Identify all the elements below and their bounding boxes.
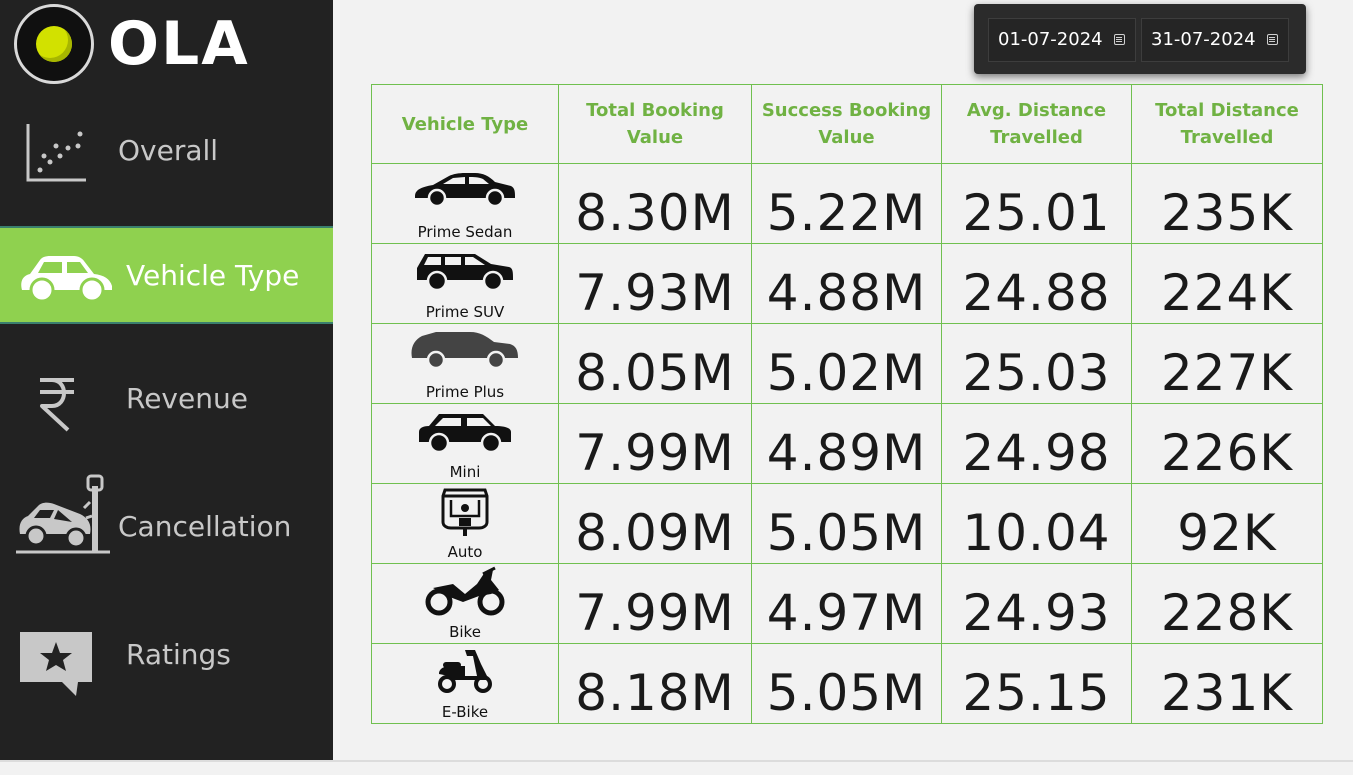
total-booking-value: 8.05M (558, 323, 752, 404)
end-date-value: 31-07-2024 (1151, 29, 1256, 50)
sidebar-item-vehicle-type[interactable]: Vehicle Type (0, 226, 333, 324)
sidebar: OLA Overall (0, 0, 333, 760)
table-row: Prime Plus 8.05M 5.02M 25.03 227K (371, 323, 1323, 404)
vehicle-name: Bike (449, 623, 481, 641)
total-distance-value: 228K (1131, 563, 1323, 644)
sidebar-item-cancellation[interactable]: Cancellation (0, 466, 333, 576)
date-range-slicer: 01-07-2024 31-07-2024 (974, 4, 1306, 74)
header-total-distance[interactable]: Total Distance Travelled (1131, 84, 1323, 164)
table-row: Auto 8.09M 5.05M 10.04 92K (371, 483, 1323, 564)
calendar-icon[interactable] (1114, 34, 1125, 45)
total-distance-value: 227K (1131, 323, 1323, 404)
sidebar-item-label: Revenue (126, 382, 248, 415)
total-distance-value: 224K (1131, 243, 1323, 324)
avg-distance-value: 10.04 (941, 483, 1132, 564)
ola-logo: OLA (14, 4, 264, 84)
rupee-icon (34, 376, 80, 436)
auto-rickshaw-icon (441, 488, 489, 536)
vehicle-name: Mini (449, 463, 481, 481)
avg-distance-value: 24.88 (941, 243, 1132, 324)
total-booking-value: 7.93M (558, 243, 752, 324)
avg-distance-value: 25.03 (941, 323, 1132, 404)
table-row: Prime SUV 7.93M 4.88M 24.88 224K (371, 243, 1323, 324)
success-booking-value: 4.88M (751, 243, 942, 324)
vehicle-name: E-Bike (441, 703, 489, 721)
header-success-booking-value[interactable]: Success Booking Value (751, 84, 942, 164)
header-avg-distance[interactable]: Avg. Distance Travelled (941, 84, 1132, 164)
total-distance-value: 92K (1131, 483, 1323, 564)
avg-distance-value: 25.15 (941, 643, 1132, 724)
scatter-chart-icon (24, 122, 88, 188)
sidebar-item-label: Cancellation (118, 510, 292, 543)
total-booking-value: 7.99M (558, 403, 752, 484)
suv-icon (417, 254, 513, 292)
total-booking-value: 8.09M (558, 483, 752, 564)
bottom-divider (0, 760, 1353, 762)
header-total-booking-value[interactable]: Total Booking Value (558, 84, 752, 164)
brand-name: OLA (108, 9, 250, 79)
table-header-row: Vehicle Type Total Booking Value Success… (371, 84, 1323, 164)
total-distance-value: 235K (1131, 163, 1323, 244)
hatchback-icon (411, 332, 518, 370)
success-booking-value: 4.89M (751, 403, 942, 484)
avg-distance-value: 24.98 (941, 403, 1132, 484)
sidebar-item-overall[interactable]: Overall (0, 108, 333, 218)
sidebar-item-revenue[interactable]: Revenue (0, 346, 333, 456)
total-booking-value: 8.18M (558, 643, 752, 724)
vehicle-name: Prime SUV (425, 303, 505, 321)
scooter-icon (438, 650, 492, 693)
table-row: E-Bike 8.18M 5.05M 25.15 231K (371, 643, 1323, 724)
success-booking-value: 5.05M (751, 483, 942, 564)
success-booking-value: 5.05M (751, 643, 942, 724)
vehicle-type-table: Vehicle Type Total Booking Value Success… (371, 84, 1323, 724)
sidebar-item-label: Overall (118, 134, 219, 167)
header-vehicle-type[interactable]: Vehicle Type (371, 84, 559, 164)
success-booking-value: 4.97M (751, 563, 942, 644)
start-date-value: 01-07-2024 (998, 29, 1103, 50)
sidebar-item-ratings[interactable]: Ratings (0, 600, 333, 710)
vehicle-name: Prime Sedan (417, 223, 513, 241)
success-booking-value: 5.02M (751, 323, 942, 404)
star-message-icon (18, 630, 94, 702)
avg-distance-value: 24.93 (941, 563, 1132, 644)
sedan-icon (415, 173, 515, 208)
motorbike-icon (425, 566, 505, 616)
table-row: Bike 7.99M 4.97M 24.93 228K (371, 563, 1323, 644)
car-crash-icon (14, 472, 114, 560)
ola-logo-icon (14, 4, 94, 84)
total-booking-value: 7.99M (558, 563, 752, 644)
total-distance-value: 231K (1131, 643, 1323, 724)
sidebar-item-label: Ratings (126, 638, 231, 671)
end-date-input[interactable]: 31-07-2024 (1141, 18, 1289, 62)
vehicle-name: Prime Plus (425, 383, 505, 401)
start-date-input[interactable]: 01-07-2024 (988, 18, 1136, 62)
mini-car-icon (419, 414, 511, 454)
table-row: Mini 7.99M 4.89M 24.98 226K (371, 403, 1323, 484)
total-booking-value: 8.30M (558, 163, 752, 244)
avg-distance-value: 25.01 (941, 163, 1132, 244)
sidebar-item-label: Vehicle Type (126, 259, 300, 292)
car-icon (16, 252, 114, 308)
total-distance-value: 226K (1131, 403, 1323, 484)
table-row: Prime Sedan 8.30M 5.22M 25.01 235K (371, 163, 1323, 244)
success-booking-value: 5.22M (751, 163, 942, 244)
vehicle-name: Auto (447, 543, 483, 561)
calendar-icon[interactable] (1267, 34, 1278, 45)
